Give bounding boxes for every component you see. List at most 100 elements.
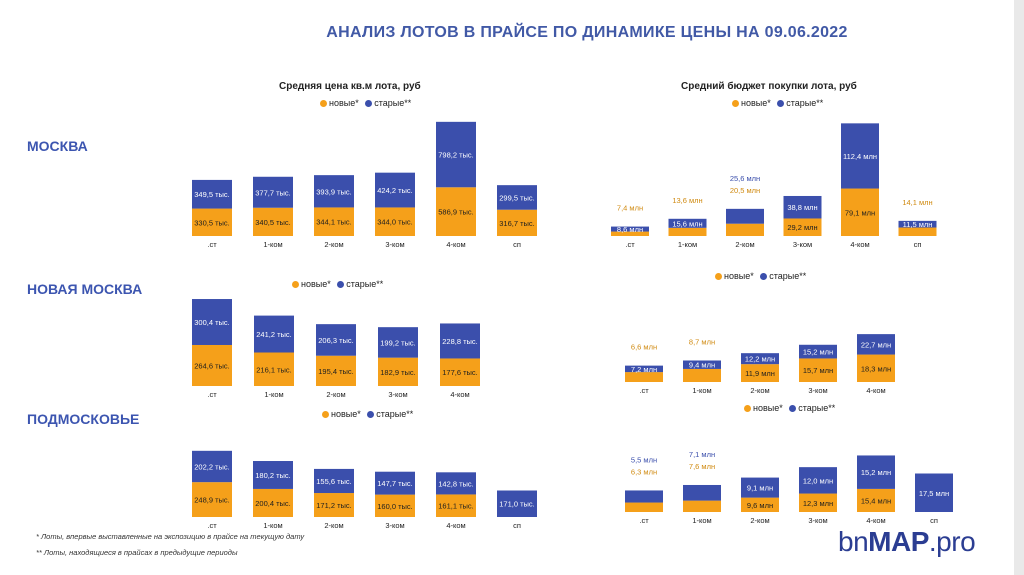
podmos_price-label-old-0: 202,2 тыс.	[194, 462, 230, 471]
podmos_price-label-new-0: 248,9 тыс.	[194, 496, 230, 505]
podmos_price-category-1: 1-ком	[263, 521, 282, 530]
newmoscow_budget-bar-old-2	[741, 353, 779, 365]
newmoscow_budget-label-new-2: 11,9 млн	[745, 369, 775, 378]
newmoscow_budget-label-old-0: 7,2 млн	[631, 365, 657, 374]
newmoscow_price-label-old-2: 206,3 тыс.	[318, 336, 354, 345]
moscow_budget-label-new-4: 79,1 млн	[845, 208, 875, 217]
podmos_budget-label-new-3: 12,3 млн	[803, 499, 833, 508]
legend-new-label: новые*	[331, 409, 361, 419]
podmos_price-bar-old-0	[192, 450, 232, 483]
moscow_budget-category-5: сп	[914, 240, 922, 249]
newmoscow_budget-label-new-1: 8,7 млн	[689, 337, 715, 346]
podmos_budget-bar-new-3	[799, 493, 837, 512]
podmos_price-category-3: 3-ком	[385, 521, 404, 530]
moscow_price-category-5: сп	[513, 240, 521, 249]
legend-new-label: новые*	[741, 98, 771, 108]
newmoscow_price-label-old-0: 300,4 тыс.	[194, 318, 230, 327]
podmos_price-label-new-2: 171,2 тыс.	[316, 501, 352, 510]
newmoscow_price-category-1: 1-ком	[264, 390, 283, 399]
newmoscow_price-category-3: 3-ком	[388, 390, 407, 399]
podmos_price-bar-new-3	[375, 494, 415, 517]
podmos_price-label-new-4: 161,1 тыс.	[438, 502, 474, 511]
podmos_price-label-old-2: 155,6 тыс.	[316, 477, 352, 486]
podmos_price-category-5: сп	[513, 521, 521, 530]
newmoscow_price-category-2: 2-ком	[326, 390, 345, 399]
page-title: АНАЛИЗ ЛОТОВ В ПРАЙСЕ ПО ДИНАМИКЕ ЦЕНЫ Н…	[326, 24, 848, 41]
podmos_budget-bar-new-0	[625, 502, 663, 512]
newmoscow_budget-label-old-2: 12,2 млн	[745, 355, 775, 364]
newmoscow_budget-category-2: 2-ком	[750, 386, 769, 395]
moscow_price-label-new-2: 344,1 тыс.	[316, 218, 352, 227]
podmos_budget-label-new-1: 7,6 млн	[689, 462, 715, 471]
moscow_budget-bar-new-3	[783, 218, 822, 236]
newmoscow_budget-category-3: 3-ком	[808, 386, 827, 395]
newmoscow_price-bar-new-1	[254, 352, 294, 386]
newmoscow_budget-category-1: 1-ком	[692, 386, 711, 395]
podmos_price-label-old-3: 147,7 тыс.	[377, 479, 413, 488]
moscow_budget-category-0: .ст	[625, 240, 635, 249]
newmoscow_budget-label-old-4: 22,7 млн	[861, 340, 891, 349]
podmos_budget-bar-old-5	[915, 473, 953, 512]
legend-old-swatch	[777, 100, 785, 107]
podmos_price-label-old-4: 142,8 тыс.	[438, 479, 474, 488]
moscow_budget-label-old-2: 25,6 млн	[730, 174, 760, 183]
podmos_budget-category-4: 4-ком	[866, 516, 885, 525]
newmoscow_price-label-old-4: 228,8 тыс.	[442, 337, 478, 346]
moscow_price-label-old-4: 798,2 тыс.	[438, 151, 474, 160]
newmoscow_budget-bar-new-3	[799, 358, 837, 382]
moscow_budget-bar-old-3	[783, 195, 822, 219]
podmos_price-label-new-3: 160,0 тыс.	[377, 502, 413, 511]
legend-old-swatch	[337, 281, 345, 288]
moscow_budget-bar-old-4	[841, 123, 879, 189]
newmoscow_price-label-new-4: 177,6 тыс.	[442, 368, 478, 377]
legend-old-label: старые**	[374, 98, 412, 108]
podmos_price-bar-old-5	[497, 490, 537, 517]
podmos_price-bar-new-0	[192, 482, 232, 517]
moscow_price-bar-new-2	[314, 207, 354, 236]
legend-new-swatch	[744, 405, 751, 412]
newmoscow_budget-label-new-4: 18,3 млн	[861, 364, 891, 373]
newmoscow_budget-bar-new-2	[741, 364, 779, 382]
moscow_price-bar-old-5	[497, 185, 537, 210]
moscow_budget-bar-old-0	[611, 226, 649, 232]
moscow_price-bar-old-0	[192, 179, 232, 209]
moscow_price-label-old-1: 377,7 тыс.	[255, 188, 291, 197]
podmos_price-bar-new-1	[253, 488, 293, 517]
moscow_budget-bar-new-1	[668, 227, 707, 236]
newmoscow_price-label-old-3: 199,2 тыс.	[380, 338, 416, 347]
moscow_price-bar-old-4	[436, 121, 476, 188]
moscow_budget-label-old-5: 11,5 млн	[903, 220, 933, 229]
podmos_budget-label-old-1: 7,1 млн	[689, 450, 715, 459]
moscow_budget-label-new-3: 29,2 млн	[787, 223, 817, 232]
moscow_budget-category-3: 3-ком	[793, 240, 812, 249]
moscow_price-bar-new-1	[253, 207, 293, 236]
moscow_budget-label-old-4: 112,4 млн	[843, 152, 877, 161]
newmoscow_budget-bar-old-3	[799, 344, 837, 359]
moscow_budget-category-2: 2-ком	[735, 240, 754, 249]
moscow_budget-category-1: 1-ком	[678, 240, 697, 249]
moscow_price-bar-old-1	[253, 176, 293, 208]
legend-old-label: старые**	[346, 279, 384, 289]
moscow_price-category-3: 3-ком	[385, 240, 404, 249]
podmos_budget-label-old-2: 9,1 млн	[747, 484, 773, 493]
legend-new-swatch	[292, 281, 299, 288]
podmos_budget-category-3: 3-ком	[808, 516, 827, 525]
moscow_budget-label-new-1: 13,6 млн	[672, 196, 702, 205]
legend-newmoscow-budget: новые* старые**	[711, 271, 806, 281]
newmoscow_budget-label-old-3: 15,2 млн	[803, 348, 833, 357]
legend-moscow-price: новые* старые**	[316, 98, 411, 108]
moscow_price-bar-new-3	[375, 207, 415, 236]
newmoscow_price-bar-old-1	[254, 315, 294, 353]
legend-new-label: новые*	[724, 271, 754, 281]
podmos_price-category-2: 2-ком	[324, 521, 343, 530]
newmoscow_price-label-new-2: 195,4 тыс.	[318, 367, 354, 376]
legend-new-swatch	[320, 100, 327, 107]
legend-new-swatch	[732, 100, 739, 107]
legend-old-swatch	[760, 273, 768, 280]
newmoscow_price-label-old-1: 241,2 тыс.	[256, 330, 292, 339]
moscow_budget-label-new-2: 20,5 млн	[730, 186, 760, 195]
moscow_price-category-0: .ст	[207, 240, 217, 249]
moscow_budget-bar-old-2	[726, 208, 764, 224]
moscow_price-label-new-4: 586,9 тыс.	[438, 208, 474, 217]
